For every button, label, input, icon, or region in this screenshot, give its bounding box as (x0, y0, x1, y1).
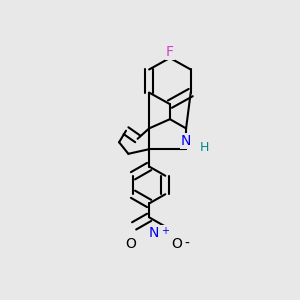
Text: O: O (125, 237, 136, 251)
Text: O: O (171, 237, 182, 251)
Text: N: N (181, 134, 191, 148)
Text: +: + (161, 226, 169, 236)
Text: -: - (185, 237, 190, 251)
Text: H: H (200, 141, 209, 154)
Text: F: F (166, 45, 174, 59)
Text: N: N (148, 226, 159, 240)
